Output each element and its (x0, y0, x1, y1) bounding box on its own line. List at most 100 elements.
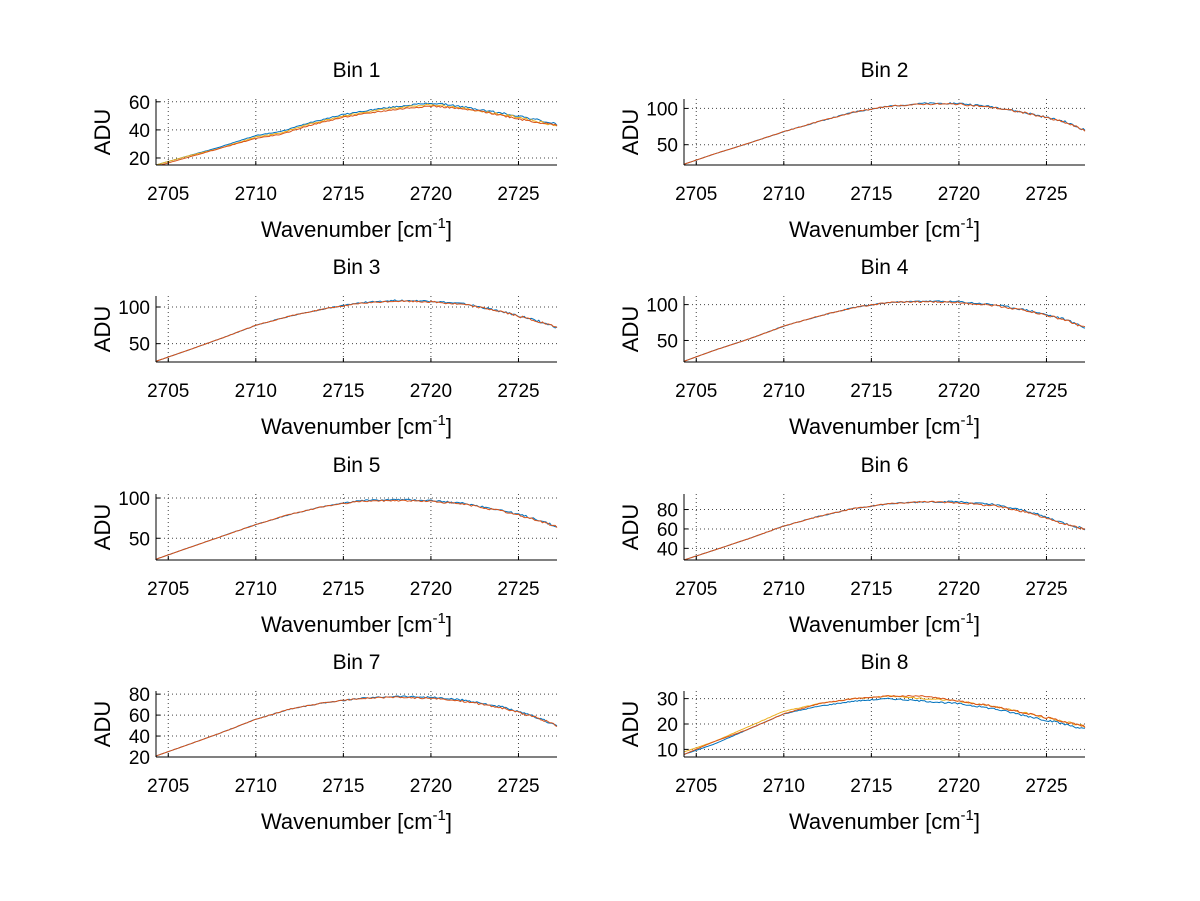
series-line (155, 103, 558, 166)
y-tick-label: 60 (129, 93, 150, 114)
x-axis-label-main: Wavenumber [cm (261, 414, 433, 439)
x-tick-label: 2710 (235, 184, 277, 205)
series-line (155, 300, 558, 362)
x-tick-label: 2725 (497, 579, 539, 600)
x-tick-label: 2715 (850, 776, 892, 797)
x-tick-label: 2710 (235, 776, 277, 797)
y-tick-label: 60 (657, 520, 678, 541)
x-axis-label-main: Wavenumber [cm (261, 809, 433, 834)
y-axis-label: ADU (90, 701, 115, 747)
series-line (683, 500, 1086, 561)
x-axis-label-exponent: -1 (961, 610, 974, 627)
x-axis-label-main: Wavenumber [cm (789, 612, 961, 637)
x-tick-label: 2705 (675, 381, 717, 402)
y-tick-label: 50 (129, 529, 150, 550)
subplot-title: Bin 7 (333, 651, 381, 674)
y-tick-label: 50 (657, 136, 678, 157)
subplot-title: Bin 2 (861, 59, 909, 82)
series-line (155, 498, 557, 560)
x-tick-label: 2715 (850, 579, 892, 600)
x-axis-label-exponent: -1 (961, 215, 974, 232)
series-line (155, 695, 558, 757)
x-tick-label: 2725 (497, 776, 539, 797)
subplot-title: Bin 3 (333, 256, 381, 279)
subplot-5: 2705 2710 2715 2720 2725 50 100 Bin 5 ADU Wavenum… (90, 454, 558, 637)
x-axis-label: Wavenumber [cm-1] (789, 807, 980, 834)
y-axis-label: ADU (618, 306, 643, 352)
x-tick-label: 2720 (410, 381, 452, 402)
series-line (683, 697, 1086, 755)
x-tick-label: 2725 (1025, 579, 1067, 600)
x-tick-label: 2725 (1025, 381, 1067, 402)
x-tick-label: 2725 (1025, 776, 1067, 797)
series-line (155, 299, 558, 362)
subplot-title: Bin 1 (333, 59, 381, 82)
series-line (155, 696, 558, 757)
x-tick-label: 2705 (147, 776, 189, 797)
x-axis-label: Wavenumber [cm-1] (261, 610, 452, 637)
x-axis-label-end: ] (974, 217, 980, 242)
x-tick-label: 2715 (850, 184, 892, 205)
x-tick-label: 2710 (235, 579, 277, 600)
y-tick-label: 100 (646, 296, 678, 317)
x-tick-label: 2715 (850, 381, 892, 402)
x-axis-label: Wavenumber [cm-1] (789, 215, 980, 242)
x-tick-label: 2710 (763, 184, 805, 205)
x-axis-label-exponent: -1 (433, 412, 446, 429)
series-line (683, 300, 1086, 362)
x-tick-label: 2710 (763, 579, 805, 600)
x-tick-label: 2705 (147, 184, 189, 205)
x-axis-label-main: Wavenumber [cm (261, 612, 433, 637)
x-axis-label: Wavenumber [cm-1] (261, 807, 452, 834)
subplot-2: 2705 2710 2715 2720 2725 50 100 Bin 2 ADU Wavenum… (618, 59, 1086, 242)
x-tick-label: 2720 (938, 776, 980, 797)
x-axis-label-main: Wavenumber [cm (789, 809, 961, 834)
subplot-title: Bin 6 (861, 454, 909, 477)
x-tick-label: 2720 (410, 184, 452, 205)
x-axis-label-end: ] (974, 612, 980, 637)
x-tick-label: 2715 (322, 381, 364, 402)
x-tick-label: 2705 (147, 381, 189, 402)
x-axis-label-end: ] (446, 414, 452, 439)
subplot-title: Bin 4 (861, 256, 909, 279)
x-axis-label-exponent: -1 (433, 215, 446, 232)
y-axis-label: ADU (90, 504, 115, 550)
x-tick-label: 2720 (938, 381, 980, 402)
x-tick-label: 2715 (322, 579, 364, 600)
x-axis-label-exponent: -1 (433, 610, 446, 627)
x-tick-label: 2705 (675, 184, 717, 205)
subplot-3: 2705 2710 2715 2720 2725 50 100 Bin 3 ADU Wavenum… (90, 256, 558, 439)
x-tick-label: 2715 (322, 184, 364, 205)
subplot-title: Bin 8 (861, 651, 909, 674)
y-axis-label: ADU (90, 306, 115, 352)
series-line (683, 102, 1086, 165)
y-tick-label: 20 (129, 149, 150, 170)
x-axis-label-end: ] (974, 809, 980, 834)
x-tick-label: 2705 (147, 579, 189, 600)
x-axis-label: Wavenumber [cm-1] (789, 610, 980, 637)
y-tick-label: 40 (129, 121, 150, 142)
x-tick-label: 2710 (763, 776, 805, 797)
y-tick-label: 80 (129, 685, 150, 706)
y-tick-label: 100 (646, 99, 678, 120)
subplot-title: Bin 5 (333, 454, 381, 477)
x-axis-label: Wavenumber [cm-1] (789, 412, 980, 439)
subplot-1: 2705 2710 2715 2720 2725 20 40 60 Bin 1 ADU Wavenu… (90, 59, 558, 242)
y-tick-label: 40 (657, 539, 678, 560)
y-tick-label: 60 (129, 706, 150, 727)
x-tick-label: 2720 (410, 579, 452, 600)
series-line (155, 499, 558, 560)
x-tick-label: 2725 (497, 381, 539, 402)
x-tick-label: 2705 (675, 776, 717, 797)
x-tick-label: 2720 (938, 579, 980, 600)
x-axis-label-end: ] (974, 414, 980, 439)
y-axis-label: ADU (618, 109, 643, 155)
y-tick-label: 50 (129, 335, 150, 356)
x-tick-label: 2715 (322, 776, 364, 797)
x-axis-label-end: ] (446, 217, 452, 242)
x-tick-label: 2710 (235, 381, 277, 402)
x-axis-label-exponent: -1 (961, 807, 974, 824)
